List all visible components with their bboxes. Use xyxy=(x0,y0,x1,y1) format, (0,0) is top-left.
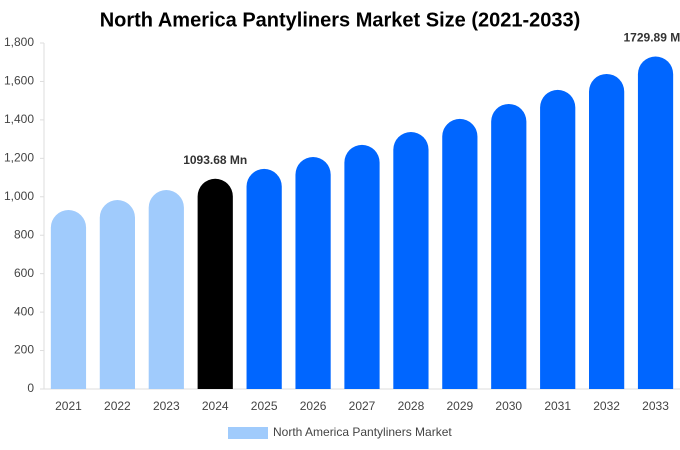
bar xyxy=(99,200,135,389)
y-tick-label: 200 xyxy=(14,343,34,357)
y-tick-label: 1,000 xyxy=(4,189,34,203)
y-tick-label: 1,600 xyxy=(4,74,34,88)
bar xyxy=(442,118,478,389)
x-tick-label: 2029 xyxy=(446,399,473,413)
bar xyxy=(148,190,184,389)
x-tick-label: 2027 xyxy=(349,399,376,413)
y-tick-label: 1,200 xyxy=(4,151,34,165)
bar xyxy=(540,89,576,389)
y-tick-label: 0 xyxy=(27,381,34,395)
legend-swatch xyxy=(228,427,268,439)
bar xyxy=(637,56,674,390)
legend-label: North America Pantyliners Market xyxy=(273,425,452,439)
x-tick-label: 2028 xyxy=(398,399,425,413)
data-label: 1729.89 Mn xyxy=(624,31,680,45)
y-tick-label: 800 xyxy=(14,227,34,241)
bar xyxy=(295,156,331,389)
bar xyxy=(246,168,282,389)
x-tick-label: 2022 xyxy=(104,399,131,413)
bar xyxy=(50,210,87,389)
bar xyxy=(589,73,625,389)
y-tick-label: 600 xyxy=(14,266,34,280)
bar xyxy=(393,131,429,389)
x-tick-label: 2032 xyxy=(593,399,620,413)
x-tick-label: 2031 xyxy=(544,399,571,413)
x-tick-label: 2024 xyxy=(202,399,229,413)
x-tick-label: 2030 xyxy=(495,399,522,413)
y-tick-label: 1,400 xyxy=(4,112,34,126)
x-tick-label: 2026 xyxy=(300,399,327,413)
chart-title: North America Pantyliners Market Size (2… xyxy=(100,9,581,31)
bar xyxy=(491,103,527,389)
bar xyxy=(344,144,380,389)
bar xyxy=(197,178,233,389)
x-tick-label: 2025 xyxy=(251,399,278,413)
data-label: 1093.68 Mn xyxy=(183,153,247,167)
y-tick-label: 1,800 xyxy=(4,35,34,49)
x-tick-label: 2023 xyxy=(153,399,180,413)
x-tick-label: 2033 xyxy=(642,399,669,413)
x-tick-label: 2021 xyxy=(55,399,82,413)
y-tick-label: 400 xyxy=(14,304,34,318)
